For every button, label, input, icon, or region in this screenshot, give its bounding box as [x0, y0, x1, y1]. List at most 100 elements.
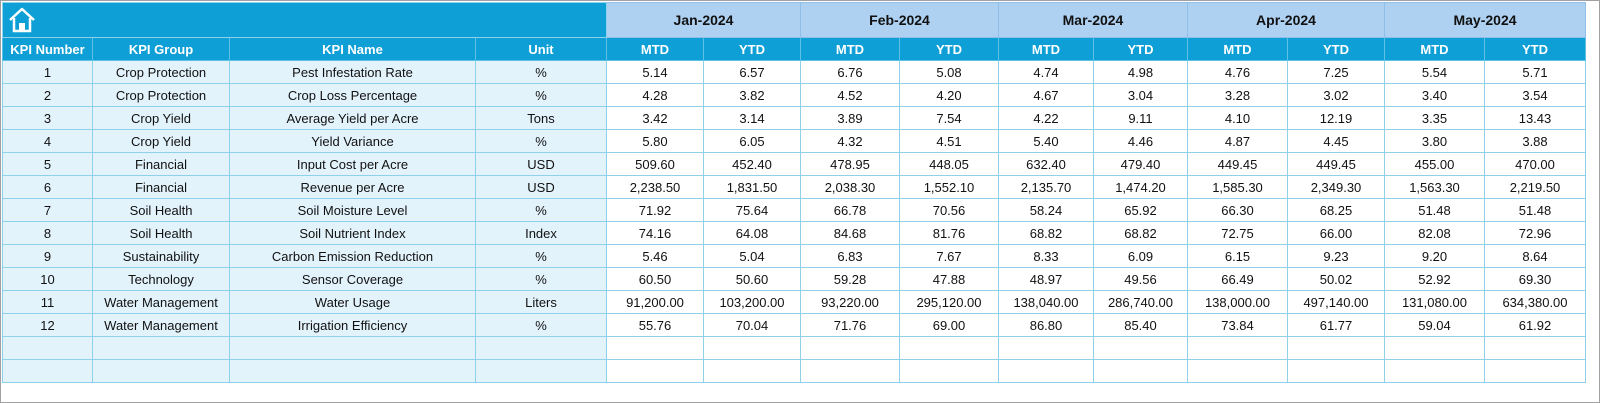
value-cell: 68.25 [1287, 198, 1385, 222]
value-cell: 59.28 [800, 267, 900, 291]
empty-cell [703, 359, 801, 383]
value-cell: 4.10 [1187, 106, 1288, 130]
kpi-cell: Yield Variance [229, 129, 476, 153]
value-cell: 66.00 [1287, 221, 1385, 245]
value-cell: 93,220.00 [800, 290, 900, 314]
value-cell: 82.08 [1384, 221, 1485, 245]
empty-cell [92, 336, 230, 360]
value-cell: 4.98 [1093, 60, 1188, 84]
value-cell: 84.68 [800, 221, 900, 245]
kpi-cell: Soil Health [92, 198, 230, 222]
month-header: Feb-2024 [800, 2, 999, 38]
kpi-cell: Soil Moisture Level [229, 198, 476, 222]
kpi-cell: 8 [2, 221, 93, 245]
column-header: KPI Name [229, 37, 476, 61]
value-cell: 69.00 [899, 313, 999, 337]
value-cell: 66.78 [800, 198, 900, 222]
value-cell: 286,740.00 [1093, 290, 1188, 314]
column-header: Unit [475, 37, 607, 61]
empty-cell [2, 336, 93, 360]
kpi-cell: 10 [2, 267, 93, 291]
data-row: 11 Water Management Water Usage Liters 91,20… [2, 290, 1586, 314]
value-cell: 4.87 [1187, 129, 1288, 153]
value-cell: 478.95 [800, 152, 900, 176]
kpi-cell: % [475, 60, 607, 84]
value-cell: 72.96 [1484, 221, 1586, 245]
value-cell: 81.76 [899, 221, 999, 245]
empty-cell [229, 359, 476, 383]
value-cell: 8.64 [1484, 244, 1586, 268]
value-cell: 49.56 [1093, 267, 1188, 291]
kpi-cell: Input Cost per Acre [229, 152, 476, 176]
value-cell: 1,474.20 [1093, 175, 1188, 199]
sub-header: MTD [606, 37, 704, 61]
kpi-cell: % [475, 198, 607, 222]
sub-header: MTD [1187, 37, 1288, 61]
kpi-cell: 9 [2, 244, 93, 268]
empty-cell [475, 336, 607, 360]
value-cell: 5.04 [703, 244, 801, 268]
empty-cell [800, 359, 900, 383]
value-cell: 6.09 [1093, 244, 1188, 268]
value-cell: 3.02 [1287, 83, 1385, 107]
kpi-cell: Crop Loss Percentage [229, 83, 476, 107]
column-header: KPI Number [2, 37, 93, 61]
month-header: Jan-2024 [606, 2, 801, 38]
home-cell [2, 2, 607, 38]
empty-cell [1187, 336, 1288, 360]
home-icon[interactable] [7, 6, 37, 34]
value-cell: 70.04 [703, 313, 801, 337]
value-cell: 1,585.30 [1187, 175, 1288, 199]
value-cell: 6.57 [703, 60, 801, 84]
value-cell: 6.15 [1187, 244, 1288, 268]
kpi-cell: Revenue per Acre [229, 175, 476, 199]
value-cell: 50.60 [703, 267, 801, 291]
kpi-cell: % [475, 244, 607, 268]
value-cell: 9.11 [1093, 106, 1188, 130]
kpi-cell: Water Management [92, 290, 230, 314]
value-cell: 634,380.00 [1484, 290, 1586, 314]
kpi-cell: 12 [2, 313, 93, 337]
kpi-cell: % [475, 129, 607, 153]
kpi-cell: 1 [2, 60, 93, 84]
value-cell: 7.25 [1287, 60, 1385, 84]
kpi-cell: Irrigation Efficiency [229, 313, 476, 337]
data-row: 6 Financial Revenue per Acre USD 2,238.50 1,8… [2, 175, 1586, 199]
value-cell: 61.77 [1287, 313, 1385, 337]
kpi-cell: Liters [475, 290, 607, 314]
value-cell: 5.54 [1384, 60, 1485, 84]
empty-cell [606, 336, 704, 360]
value-cell: 4.28 [606, 83, 704, 107]
value-cell: 12.19 [1287, 106, 1385, 130]
empty-cell [1287, 336, 1385, 360]
value-cell: 1,563.30 [1384, 175, 1485, 199]
value-cell: 74.16 [606, 221, 704, 245]
month-header: Apr-2024 [1187, 2, 1385, 38]
value-cell: 60.50 [606, 267, 704, 291]
kpi-cell: Pest Infestation Rate [229, 60, 476, 84]
sub-header: YTD [703, 37, 801, 61]
value-cell: 4.32 [800, 129, 900, 153]
value-cell: 3.80 [1384, 129, 1485, 153]
value-cell: 4.22 [998, 106, 1094, 130]
kpi-cell: % [475, 83, 607, 107]
kpi-cell: Financial [92, 152, 230, 176]
data-row: 5 Financial Input Cost per Acre USD 509.60 45… [2, 152, 1586, 176]
empty-cell [1484, 336, 1586, 360]
value-cell: 3.04 [1093, 83, 1188, 107]
kpi-cell: Financial [92, 175, 230, 199]
data-row: 1 Crop Protection Pest Infestation Rate% 5.… [2, 60, 1586, 84]
value-cell: 4.45 [1287, 129, 1385, 153]
value-cell: 66.30 [1187, 198, 1288, 222]
value-cell: 3.82 [703, 83, 801, 107]
kpi-cell: USD [475, 152, 607, 176]
value-cell: 3.14 [703, 106, 801, 130]
value-cell: 9.20 [1384, 244, 1485, 268]
data-row: 9 Sustainability Carbon Emission Reduction… [2, 244, 1586, 268]
value-cell: 3.40 [1384, 83, 1485, 107]
value-cell: 5.46 [606, 244, 704, 268]
value-cell: 4.76 [1187, 60, 1288, 84]
value-cell: 75.64 [703, 198, 801, 222]
kpi-cell: 2 [2, 83, 93, 107]
